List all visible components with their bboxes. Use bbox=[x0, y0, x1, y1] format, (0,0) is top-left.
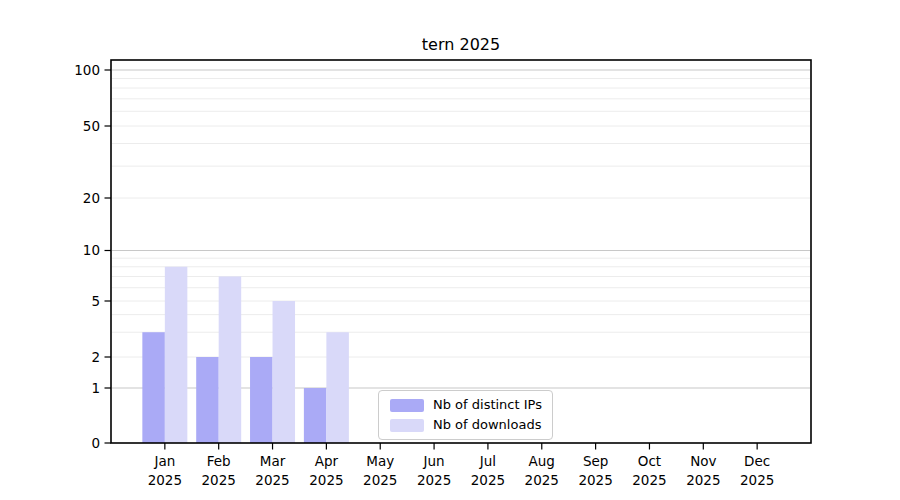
x-tick-label: Sep2025 bbox=[578, 453, 612, 488]
y-tick-label: 50 bbox=[83, 118, 100, 134]
y-tick-label: 1 bbox=[91, 380, 100, 396]
bar-distinct-ips bbox=[196, 357, 219, 443]
x-tick-label: Jul2025 bbox=[471, 453, 505, 488]
x-tick-label: Nov2025 bbox=[686, 453, 720, 488]
y-tick-label: 5 bbox=[91, 293, 100, 309]
download-stats-figure: tern 2025 Jan2025Feb2025Mar2025Apr2025Ma… bbox=[0, 0, 900, 500]
legend-swatch-distinct-ips bbox=[390, 399, 424, 412]
y-tick-label: 10 bbox=[83, 242, 100, 258]
bar-distinct-ips bbox=[250, 357, 272, 443]
x-tick-label: Aug2025 bbox=[525, 453, 559, 488]
y-tick-label: 100 bbox=[74, 62, 100, 78]
x-tick-label: May2025 bbox=[363, 453, 397, 488]
legend-item-downloads: Nb of downloads bbox=[390, 417, 542, 433]
x-tick-label: Jun2025 bbox=[417, 453, 451, 488]
y-tick-label: 20 bbox=[83, 190, 100, 206]
x-tick-label: Jan2025 bbox=[148, 453, 182, 488]
legend-label-downloads: Nb of downloads bbox=[433, 417, 541, 433]
chart-legend: Nb of distinct IPs Nb of downloads bbox=[378, 390, 553, 440]
bar-distinct-ips bbox=[142, 332, 165, 443]
bar-downloads bbox=[219, 276, 242, 443]
x-tick-label: Apr2025 bbox=[309, 453, 343, 488]
legend-label-distinct-ips: Nb of distinct IPs bbox=[433, 397, 542, 413]
legend-item-distinct-ips: Nb of distinct IPs bbox=[390, 397, 542, 413]
x-tick-label: Dec2025 bbox=[740, 453, 774, 488]
bar-downloads bbox=[165, 267, 188, 443]
x-tick-label: Feb2025 bbox=[202, 453, 236, 488]
y-tick-label: 0 bbox=[91, 435, 100, 451]
bar-downloads bbox=[326, 332, 349, 443]
x-tick-label: Mar2025 bbox=[255, 453, 289, 488]
legend-swatch-downloads bbox=[390, 419, 424, 432]
x-tick-label: Oct2025 bbox=[632, 453, 666, 488]
bar-downloads bbox=[273, 301, 296, 443]
y-tick-label: 2 bbox=[91, 349, 100, 365]
bar-distinct-ips bbox=[304, 388, 327, 443]
